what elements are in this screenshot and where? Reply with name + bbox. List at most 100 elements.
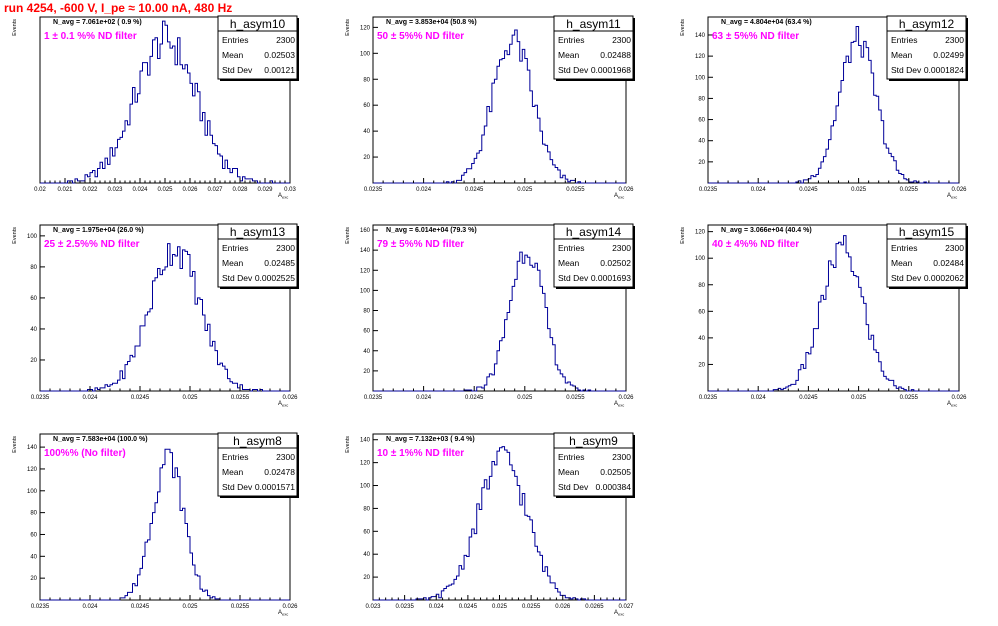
x-tick-label: 0.0255 — [566, 395, 585, 401]
y-tick-label: 20 — [363, 369, 370, 375]
x-tick-label: 0.024 — [416, 395, 432, 401]
x-tick-label: 0.0245 — [131, 395, 150, 401]
stat-label: Entries — [558, 35, 584, 45]
x-tick-label: 0.022 — [82, 187, 98, 193]
x-tick-label: 0.025 — [157, 187, 173, 193]
x-tick-label: 0.024 — [82, 395, 98, 401]
x-tick-label: 0.0245 — [799, 395, 818, 401]
stats-box — [217, 223, 298, 288]
x-tick-label: 0.025 — [517, 187, 533, 193]
filter-label: 10 ± 1%% ND filter — [377, 448, 464, 459]
stat-value: 0.0001824 — [924, 65, 964, 75]
y-tick-label: 80 — [698, 96, 705, 102]
page-title: run 4254, -600 V, I_pe ≈ 10.00 nA, 480 H… — [4, 1, 233, 15]
y-tick-label: 160 — [360, 228, 371, 234]
histogram-pad-h_asym10: 0.02 0.021 0.022 0.023 0.024 0.025 0.026 0.027 0… — [12, 15, 299, 200]
navg-label: N_avg = 7.132e+03 ( 9.4 %) — [386, 436, 475, 443]
stat-label: Entries — [891, 35, 917, 45]
y-axis-label: Events — [345, 19, 351, 36]
x-axis-label: Aexc — [614, 193, 624, 200]
stat-label: Entries — [222, 35, 248, 45]
y-tick-label: 100 — [360, 288, 371, 294]
y-tick-label: 20 — [30, 358, 37, 364]
filter-label: 79 ± 5%% ND filter — [377, 239, 464, 250]
x-tick-label: 0.021 — [57, 187, 73, 193]
x-tick-label: 0.0235 — [699, 395, 718, 401]
x-tick-label: 0.027 — [618, 604, 634, 610]
histogram-name: h_asym15 — [899, 225, 955, 239]
y-tick-label: 100 — [695, 256, 706, 262]
filter-label: 100%% (No filter) — [44, 448, 126, 459]
x-tick-label: 0.0255 — [900, 395, 919, 401]
stats-box — [217, 15, 298, 80]
x-tick-label: 0.0235 — [31, 604, 50, 610]
y-axis-label: Events — [345, 436, 351, 453]
filter-label: 25 ± 2.5%% ND filter — [44, 239, 140, 250]
y-tick-label: 40 — [363, 349, 370, 355]
stat-value: 2300 — [945, 35, 964, 45]
stat-value: 2300 — [612, 243, 631, 253]
stat-value: 2300 — [945, 243, 964, 253]
y-tick-label: 80 — [363, 77, 370, 83]
y-axis-label: Events — [12, 436, 18, 453]
x-tick-label: 0.025 — [182, 604, 198, 610]
x-tick-label: 0.024 — [132, 187, 148, 193]
stat-label: Mean — [222, 50, 244, 60]
stat-value: 0.0001571 — [255, 482, 295, 492]
x-tick-label: 0.025 — [851, 187, 867, 193]
y-tick-label: 40 — [698, 336, 705, 342]
navg-label: N_avg = 3.853e+04 (50.8 %) — [386, 19, 477, 26]
y-tick-label: 120 — [360, 461, 371, 467]
x-tick-label: 0.026 — [282, 395, 298, 401]
y-tick-label: 120 — [360, 25, 371, 31]
stat-label: Std Dev — [891, 65, 922, 75]
y-axis-label: Events — [12, 19, 18, 36]
x-tick-label: 0.024 — [429, 604, 445, 610]
y-tick-label: 40 — [698, 139, 705, 145]
x-tick-label: 0.024 — [751, 395, 767, 401]
stat-label: Entries — [558, 452, 584, 462]
x-axis-label: Aexc — [947, 193, 957, 200]
stat-label: Std Dev — [222, 482, 253, 492]
y-tick-label: 60 — [30, 532, 37, 538]
x-tick-label: 0.027 — [207, 187, 223, 193]
y-tick-label: 60 — [698, 118, 705, 124]
stat-value: 0.0002525 — [255, 273, 295, 283]
filter-label: 50 ± 5%% ND filter — [377, 31, 464, 42]
navg-label: N_avg = 4.804e+04 (63.4 %) — [721, 19, 812, 26]
stat-label: Entries — [222, 243, 248, 253]
x-tick-label: 0.025 — [182, 395, 198, 401]
stat-value: 0.02505 — [600, 467, 631, 477]
x-tick-label: 0.026 — [282, 604, 298, 610]
x-tick-label: 0.023 — [365, 604, 381, 610]
x-tick-label: 0.024 — [751, 187, 767, 193]
filter-label: 1 ± 0.1 %% ND filter — [44, 31, 137, 42]
y-tick-label: 120 — [695, 230, 706, 236]
histogram-series — [373, 251, 626, 392]
navg-label: N_avg = 7.583e+04 (100.0 %) — [53, 436, 148, 443]
stat-label: Std Dev — [222, 273, 253, 283]
x-tick-label: 0.0245 — [799, 187, 818, 193]
navg-label: N_avg = 3.066e+04 (40.4 %) — [721, 227, 812, 234]
stat-label: Std Dev — [558, 482, 589, 492]
stat-value: 2300 — [276, 452, 295, 462]
histogram-name: h_asym11 — [566, 17, 621, 31]
stat-label: Entries — [558, 243, 584, 253]
x-tick-label: 0.028 — [232, 187, 248, 193]
stat-label: Entries — [891, 243, 917, 253]
y-tick-label: 120 — [695, 54, 706, 60]
histogram-name: h_asym10 — [230, 17, 286, 31]
y-axis-label: Events — [12, 227, 18, 244]
filter-label: 40 ± 4%% ND filter — [712, 239, 799, 250]
y-tick-label: 60 — [363, 103, 370, 109]
x-tick-label: 0.029 — [257, 187, 273, 193]
stat-value: 0.0002062 — [924, 273, 964, 283]
histogram-pad-h_asym9: 0.023 0.0235 0.024 0.0245 0.025 0.0255 0.026 0.… — [345, 432, 635, 617]
stat-value: 0.02502 — [600, 258, 631, 268]
histogram-series — [708, 235, 959, 392]
stat-label: Std Dev — [558, 273, 589, 283]
x-tick-label: 0.0235 — [395, 604, 414, 610]
x-tick-label: 0.03 — [284, 187, 296, 193]
stat-value: 0.00121 — [264, 65, 295, 75]
